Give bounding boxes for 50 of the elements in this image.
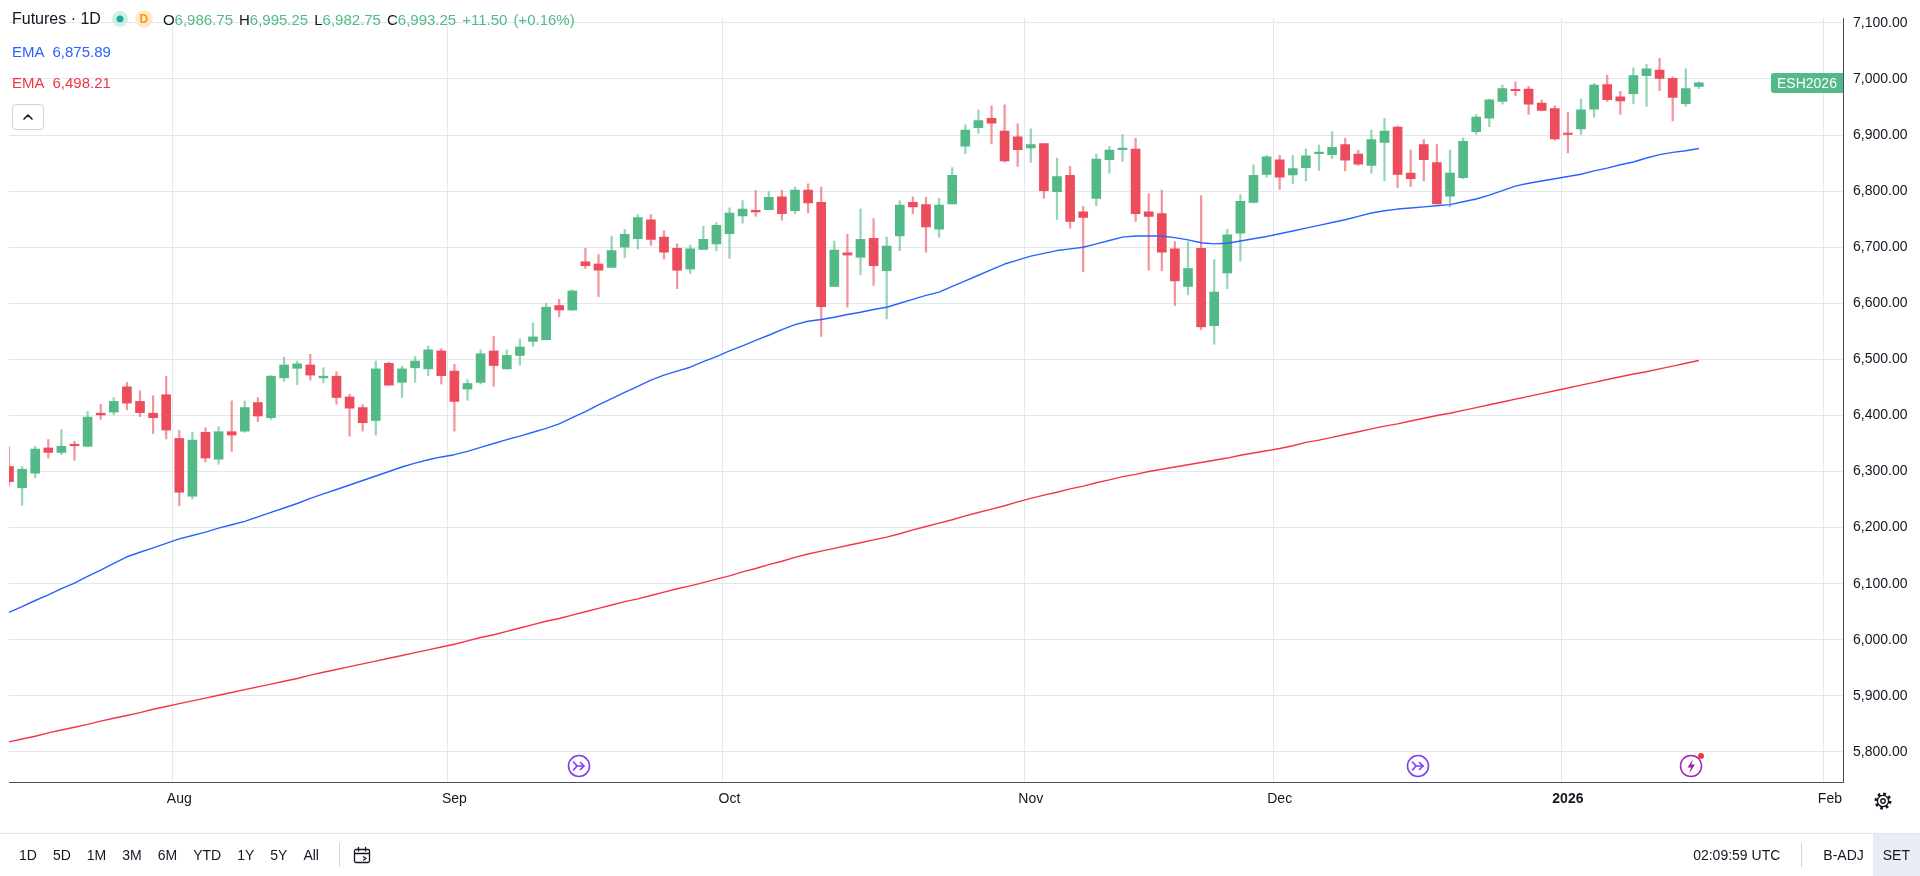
y-tick-label: 6,800.00 (1853, 181, 1908, 198)
candlestick (986, 105, 997, 145)
text: YTD (192, 847, 223, 863)
candlestick (1654, 57, 1665, 92)
x-tick-label: Oct (718, 790, 741, 807)
text: 6M (156, 847, 179, 863)
y-tick-label: 6,100.00 (1853, 574, 1908, 591)
y-tick-label: 5,800.00 (1853, 742, 1908, 759)
y-tick-label: 6,000.00 (1853, 630, 1908, 647)
text: B-ADJ (1822, 846, 1865, 865)
candlestick (973, 109, 984, 134)
x-tick-label: Nov (1018, 790, 1044, 807)
text: All (302, 847, 320, 863)
annotation: D (134, 10, 153, 28)
annotation: ESH2026 (1771, 72, 1843, 93)
y-tick-label: 7,100.00 (1853, 13, 1908, 30)
y-tick-label: 6,700.00 (1853, 238, 1908, 255)
y-tick-label: 5,900.00 (1853, 686, 1908, 703)
candlestick (855, 208, 866, 276)
annotation: 6,498.21 (52, 74, 111, 91)
text: 02:09:59 UTC (1692, 846, 1782, 865)
text: 1D (18, 847, 38, 863)
x-tick-label: 2026 (1552, 790, 1584, 807)
text: 1M (85, 847, 108, 863)
y-tick-label: 7,000.00 (1853, 69, 1908, 86)
chart-title: Futures · 1D (12, 10, 101, 28)
candlestick (56, 429, 67, 456)
y-tick-label: 6,900.00 (1853, 125, 1908, 142)
text: 5Y (269, 847, 289, 863)
y-tick-label: 6,600.00 (1853, 294, 1908, 311)
x-tick-label: Dec (1267, 790, 1293, 807)
text: 3M (121, 847, 143, 863)
candlestick (1379, 117, 1390, 182)
candlestick (842, 233, 853, 308)
text: EMA (12, 74, 45, 91)
x-tick-label: Sep (441, 790, 468, 807)
x-tick-label: Aug (166, 790, 192, 807)
text: 5D (51, 847, 72, 863)
y-tick-label: 6,300.00 (1853, 462, 1908, 479)
text: 1Y (236, 847, 256, 863)
text: SET (1872, 834, 1920, 876)
x-tick-label: Feb (1817, 790, 1843, 807)
annotation: 6,875.89 (52, 43, 111, 60)
candlestick (580, 248, 591, 269)
y-tick-label: 6,500.00 (1853, 350, 1908, 367)
candlestick (593, 254, 604, 297)
y-tick-label: 6,200.00 (1853, 518, 1908, 535)
y-tick-label: 6,400.00 (1853, 406, 1908, 423)
text: EMA (12, 43, 45, 60)
text: O6,986.75 H6,995.25 L6,982.75 C6,993.25 +11.50 (+0.16%) (162, 10, 575, 28)
